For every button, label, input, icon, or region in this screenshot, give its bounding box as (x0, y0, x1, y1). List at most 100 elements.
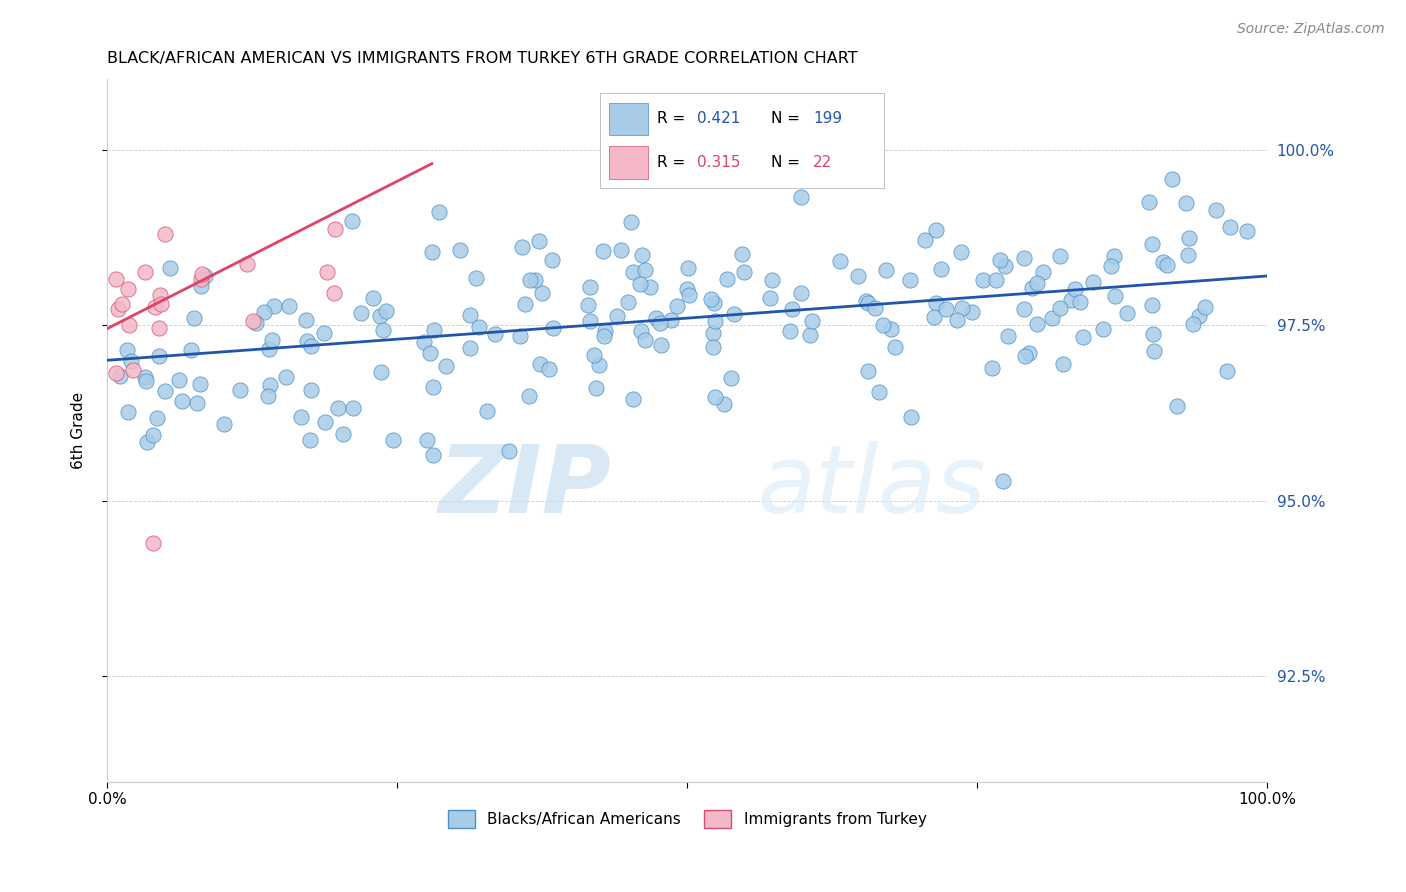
Point (373, 323, 395, 337)
Point (863, 301, 886, 315)
Point (186, 396, 208, 410)
Point (529, 357, 551, 371)
Point (1099, 260, 1122, 274)
Text: atlas: atlas (756, 442, 986, 533)
Point (449, 243, 471, 257)
Point (1032, 265, 1054, 279)
Point (419, 346, 441, 360)
Point (537, 362, 560, 376)
Point (900, 410, 922, 425)
Point (1188, 309, 1211, 323)
Point (183, 311, 205, 326)
Point (579, 279, 602, 293)
Point (363, 292, 385, 306)
Point (1161, 172, 1184, 186)
Point (298, 433, 321, 447)
Point (1175, 196, 1198, 211)
Point (170, 394, 193, 409)
Point (1071, 330, 1094, 344)
Point (676, 282, 699, 296)
Point (1156, 258, 1178, 272)
Point (148, 349, 170, 363)
Point (159, 260, 181, 275)
Point (1143, 343, 1166, 358)
Point (464, 271, 486, 285)
Point (644, 310, 666, 325)
Point (621, 392, 644, 406)
Point (1116, 306, 1139, 320)
Point (875, 263, 897, 277)
Point (623, 265, 645, 279)
Point (422, 245, 444, 260)
Point (993, 474, 1015, 488)
Point (295, 334, 318, 348)
Point (1194, 300, 1216, 314)
Point (1049, 301, 1071, 316)
Point (1014, 349, 1036, 363)
Point (880, 322, 903, 336)
Point (1178, 230, 1201, 244)
Point (678, 287, 700, 301)
Point (1092, 322, 1115, 336)
Point (312, 326, 335, 340)
Point (104, 272, 127, 286)
Point (111, 297, 134, 311)
Point (167, 373, 190, 387)
Point (702, 326, 724, 341)
Point (253, 305, 276, 319)
Point (950, 244, 973, 259)
Point (263, 299, 285, 313)
Point (290, 409, 312, 424)
Point (1026, 276, 1049, 290)
Text: Source: ZipAtlas.com: Source: ZipAtlas.com (1237, 22, 1385, 37)
Point (994, 259, 1017, 273)
Point (582, 348, 605, 362)
Point (592, 244, 614, 258)
Point (326, 401, 349, 415)
Point (135, 374, 157, 388)
Point (1052, 357, 1074, 371)
Point (332, 426, 354, 441)
Point (382, 433, 405, 447)
Point (630, 324, 652, 338)
Point (212, 417, 235, 431)
Point (935, 302, 957, 317)
Point (659, 313, 682, 327)
Point (142, 536, 165, 550)
Point (117, 405, 139, 419)
Point (134, 370, 156, 384)
Point (242, 314, 264, 328)
Point (519, 272, 541, 286)
Point (1049, 249, 1071, 263)
Point (855, 293, 877, 308)
Point (149, 288, 172, 302)
Point (872, 318, 894, 333)
Point (259, 342, 281, 356)
Point (640, 280, 662, 294)
Point (868, 384, 890, 399)
Point (153, 227, 176, 242)
Point (700, 292, 723, 306)
Point (1205, 202, 1227, 217)
Point (323, 222, 346, 236)
Point (190, 272, 212, 286)
Point (1040, 311, 1063, 326)
Point (191, 267, 214, 281)
Point (606, 309, 628, 323)
Point (898, 273, 921, 287)
Point (422, 380, 444, 394)
Point (1152, 255, 1174, 269)
Point (350, 305, 373, 319)
Point (342, 401, 364, 415)
Point (416, 433, 439, 447)
Point (628, 277, 651, 291)
Point (143, 300, 166, 314)
Point (997, 329, 1019, 343)
Point (530, 286, 553, 301)
Point (299, 339, 322, 353)
Point (1104, 289, 1126, 303)
Point (1026, 317, 1049, 331)
Point (593, 324, 616, 338)
Point (702, 340, 724, 354)
Point (609, 243, 631, 257)
